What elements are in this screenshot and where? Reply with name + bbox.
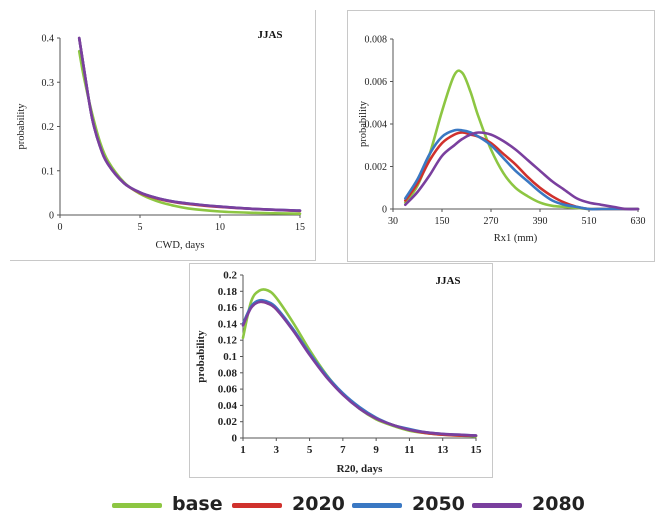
r20-series-2080-line bbox=[241, 300, 478, 437]
r20-x-tick-label: 3 bbox=[274, 444, 280, 456]
r20-y-tick-label: 0.12 bbox=[218, 335, 238, 347]
r20-y-axis-label: probability bbox=[195, 330, 207, 383]
r20-probability-chart: 0 0.02 0.04 0.06 0.08 0.1 0.12 0.14 0.16 0.18 0.2 1… bbox=[195, 270, 483, 476]
rx1-x-tick-label: 150 bbox=[435, 216, 450, 227]
r20-chart-title: JJAS bbox=[435, 275, 460, 287]
rx1-y-axis-label: probability bbox=[358, 100, 369, 147]
legend-label-2080: 2080 bbox=[532, 493, 585, 515]
r20-x-tick-label: 1 bbox=[240, 444, 246, 456]
r20-x-axis-label: R20, days bbox=[337, 463, 384, 475]
cwd-x-tick-label: 0 bbox=[58, 222, 63, 233]
cwd-series-base-line bbox=[77, 50, 302, 215]
legend: base 2020 2050 2080 bbox=[0, 492, 660, 518]
cwd-series-2050-line bbox=[77, 36, 302, 212]
cwd-x-tick-label: 10 bbox=[215, 222, 225, 233]
rx1-x-tick-label: 630 bbox=[631, 216, 646, 227]
rx1-y-tick-label: 0.002 bbox=[365, 162, 388, 173]
rx1-y-tick-label: 0 bbox=[382, 205, 387, 216]
rx1-x-tick-label: 30 bbox=[388, 216, 398, 227]
r20-y-tick-label: 0.18 bbox=[218, 286, 238, 298]
r20-y-tick-label: 0.1 bbox=[223, 351, 237, 363]
cwd-x-axis-label: CWD, days bbox=[156, 240, 205, 251]
rx1-probability-chart: 0 0.002 0.004 0.006 0.008 30 150 270 390 510 630 Rx… bbox=[358, 35, 646, 245]
cwd-y-tick-label: 0.4 bbox=[42, 34, 55, 45]
cwd-series-2020-line bbox=[77, 36, 302, 213]
rx1-y-tick-label: 0.006 bbox=[365, 77, 388, 88]
r20-y-tick-label: 0.14 bbox=[218, 318, 238, 330]
r20-x-tick-label: 13 bbox=[437, 444, 449, 456]
rx1-x-axis-label: Rx1 (mm) bbox=[494, 233, 538, 244]
r20-y-tick-label: 0.06 bbox=[218, 384, 238, 396]
legend-swatch-2020 bbox=[232, 503, 282, 508]
rx1-y-tick-label: 0.004 bbox=[365, 120, 388, 131]
cwd-chart-panel: 0 0.1 0.2 0.3 0.4 0 5 10 15 CWD, days probability J… bbox=[10, 10, 316, 261]
r20-x-tick-label: 15 bbox=[471, 444, 483, 456]
rx1-x-tick-label: 390 bbox=[533, 216, 548, 227]
cwd-x-tick-label: 15 bbox=[295, 222, 305, 233]
r20-x-tick-label: 9 bbox=[373, 444, 379, 456]
legend-swatch-2050 bbox=[352, 503, 402, 508]
rx1-series-2020-line bbox=[404, 131, 640, 211]
rx1-y-tick-label: 0.008 bbox=[365, 35, 388, 46]
cwd-x-tick-label: 5 bbox=[138, 222, 143, 233]
r20-y-tick-label: 0.16 bbox=[218, 302, 238, 314]
rx1-series-2080-line bbox=[404, 131, 640, 211]
legend-label-2050: 2050 bbox=[412, 493, 465, 515]
legend-swatch-2080 bbox=[472, 503, 522, 508]
rx1-chart-panel: 0 0.002 0.004 0.006 0.008 30 150 270 390 510 630 Rx… bbox=[347, 10, 655, 262]
rx1-x-tick-label: 510 bbox=[582, 216, 597, 227]
cwd-y-tick-label: 0.3 bbox=[42, 78, 55, 89]
cwd-y-axis-label: probability bbox=[16, 103, 27, 150]
r20-x-tick-label: 5 bbox=[307, 444, 313, 456]
cwd-series-2080-line bbox=[77, 36, 302, 212]
r20-x-tick-label: 7 bbox=[340, 444, 346, 456]
rx1-x-tick-label: 270 bbox=[484, 216, 499, 227]
rx1-series-2050-line bbox=[404, 128, 640, 211]
r20-y-tick-label: 0.04 bbox=[218, 400, 238, 412]
cwd-chart-title: JJAS bbox=[257, 29, 282, 41]
cwd-y-tick-label: 0.1 bbox=[42, 166, 55, 177]
r20-y-tick-label: 0.2 bbox=[223, 270, 237, 282]
r20-y-tick-label: 0.02 bbox=[218, 416, 238, 428]
r20-y-tick-label: 0.08 bbox=[218, 367, 238, 379]
r20-series-2050-line bbox=[241, 298, 478, 437]
r20-x-tick-label: 11 bbox=[404, 444, 414, 456]
cwd-y-tick-label: 0 bbox=[49, 211, 54, 222]
legend-swatch-base bbox=[112, 503, 162, 508]
cwd-y-tick-label: 0.2 bbox=[42, 122, 55, 133]
r20-y-tick-label: 0 bbox=[232, 433, 238, 445]
cwd-probability-chart: 0 0.1 0.2 0.3 0.4 0 5 10 15 CWD, days probability J… bbox=[16, 29, 305, 251]
legend-label-2020: 2020 bbox=[292, 493, 345, 515]
r20-series-2020-line bbox=[241, 300, 478, 437]
legend-label-base: base bbox=[172, 493, 223, 515]
r20-chart-panel: 0 0.02 0.04 0.06 0.08 0.1 0.12 0.14 0.16 0.18 0.2 1… bbox=[189, 263, 493, 478]
